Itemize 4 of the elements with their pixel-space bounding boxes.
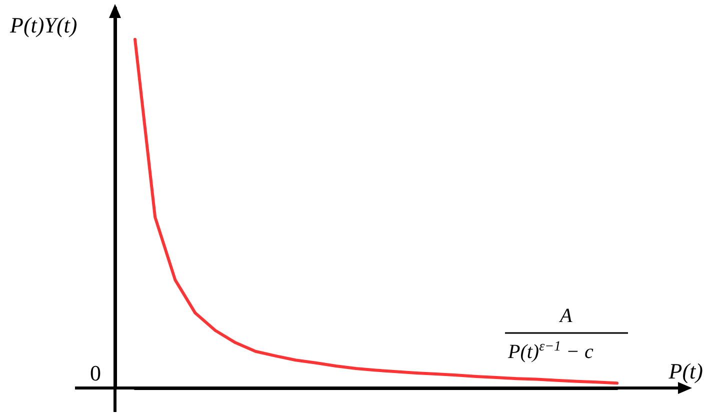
text: 0 xyxy=(90,360,101,386)
annotation: A xyxy=(558,305,573,327)
y-axis-title: P(t)Y(t) xyxy=(9,12,78,38)
x-axis-title: P(t) xyxy=(668,358,703,384)
